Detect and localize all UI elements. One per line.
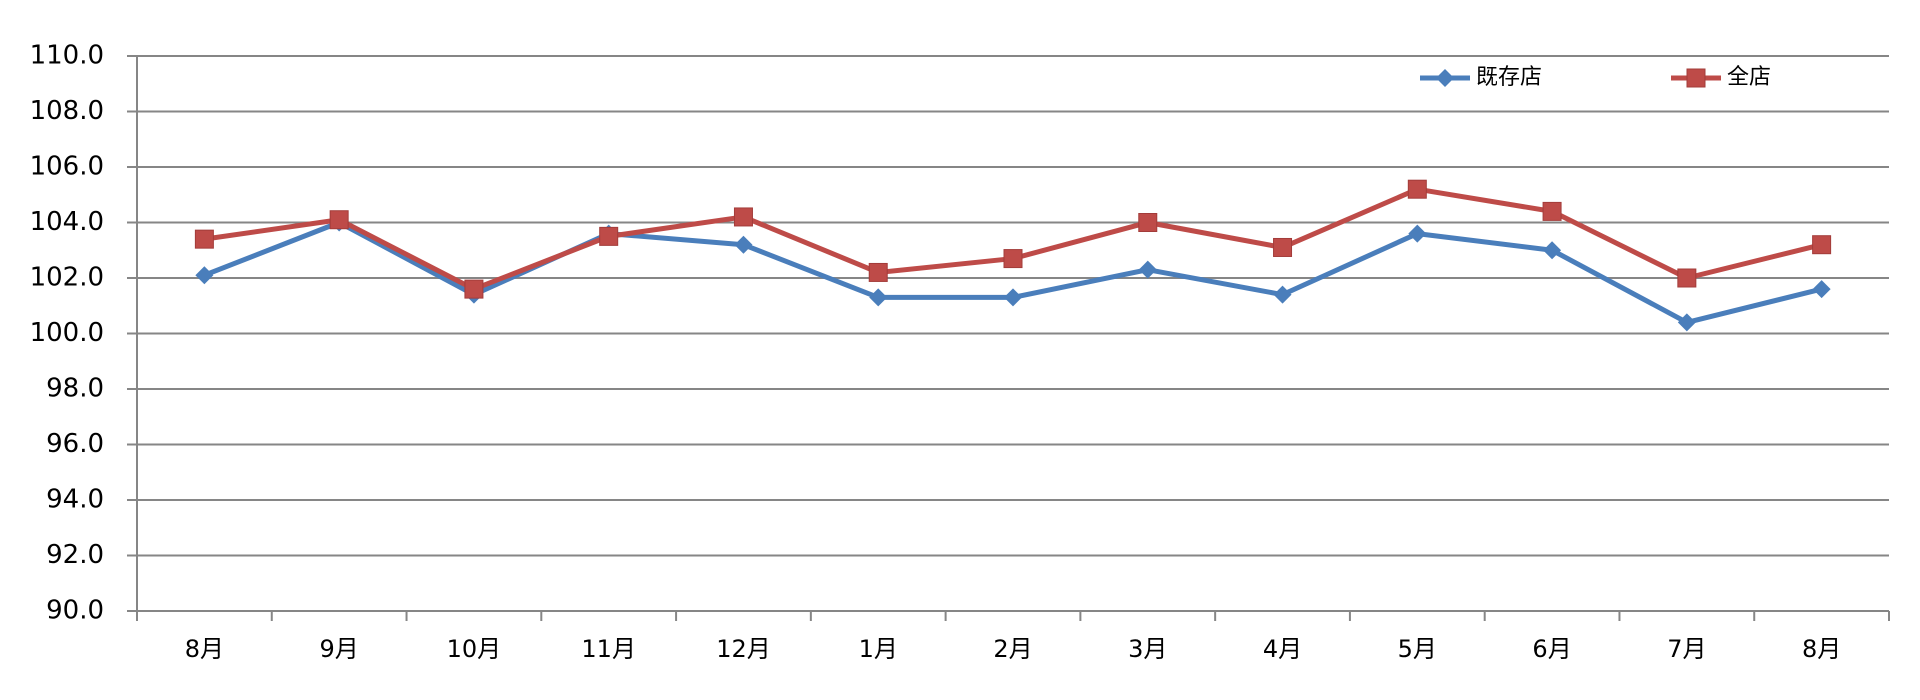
data-point (329, 210, 349, 230)
series-line (204, 186, 1823, 292)
data-point (1543, 241, 1562, 260)
y-tick-label: 98.0 (46, 374, 104, 404)
x-tick-label: 11月 (581, 635, 636, 663)
data-point (1677, 313, 1696, 332)
legend-label: 既存店 (1476, 65, 1542, 90)
data-point (868, 262, 888, 282)
y-tick-label: 90.0 (46, 596, 104, 626)
data-point (194, 229, 214, 249)
x-tick-label: 8月 (185, 635, 224, 663)
data-point (1273, 237, 1293, 257)
data-point (1273, 285, 1292, 304)
x-tick-label: 2月 (993, 635, 1032, 663)
x-tick-label: 10月 (447, 635, 502, 663)
data-point (1408, 224, 1427, 243)
x-tick-label: 7月 (1667, 635, 1706, 663)
y-tick-label: 96.0 (46, 429, 104, 459)
data-point (464, 279, 484, 299)
data-point (1407, 179, 1427, 199)
x-tick-label: 8月 (1802, 635, 1841, 663)
data-point (1138, 260, 1157, 279)
x-tick-label: 6月 (1532, 635, 1571, 663)
data-point (1677, 268, 1697, 288)
data-point (1812, 280, 1831, 299)
x-tick-label: 4月 (1263, 635, 1302, 663)
data-point (195, 266, 214, 285)
data-point (1138, 213, 1158, 232)
data-point (1003, 249, 1023, 269)
y-tick-label: 100.0 (30, 318, 104, 348)
y-tick-label: 92.0 (46, 540, 104, 570)
x-tick-label: 9月 (320, 635, 359, 663)
y-tick-label: 102.0 (30, 263, 104, 293)
data-point (1542, 201, 1562, 221)
x-tick-label: 5月 (1398, 635, 1437, 663)
data-point (599, 226, 619, 246)
y-tick-label: 94.0 (46, 485, 104, 515)
legend-marker (1686, 68, 1706, 88)
data-point (733, 207, 753, 227)
x-tick-label: 1月 (859, 635, 898, 663)
data-point (1004, 288, 1022, 307)
x-tick-label: 12月 (716, 635, 771, 663)
data-point (734, 235, 753, 254)
y-tick-label: 106.0 (30, 152, 104, 182)
x-tick-label: 3月 (1128, 635, 1167, 663)
y-tick-label: 104.0 (30, 207, 104, 237)
y-tick-label: 108.0 (30, 96, 104, 126)
y-tick-label: 110.0 (30, 41, 104, 71)
legend-marker (1436, 69, 1454, 87)
data-point (1812, 235, 1832, 255)
data-point (869, 288, 888, 307)
legend-label: 全店 (1727, 65, 1771, 90)
